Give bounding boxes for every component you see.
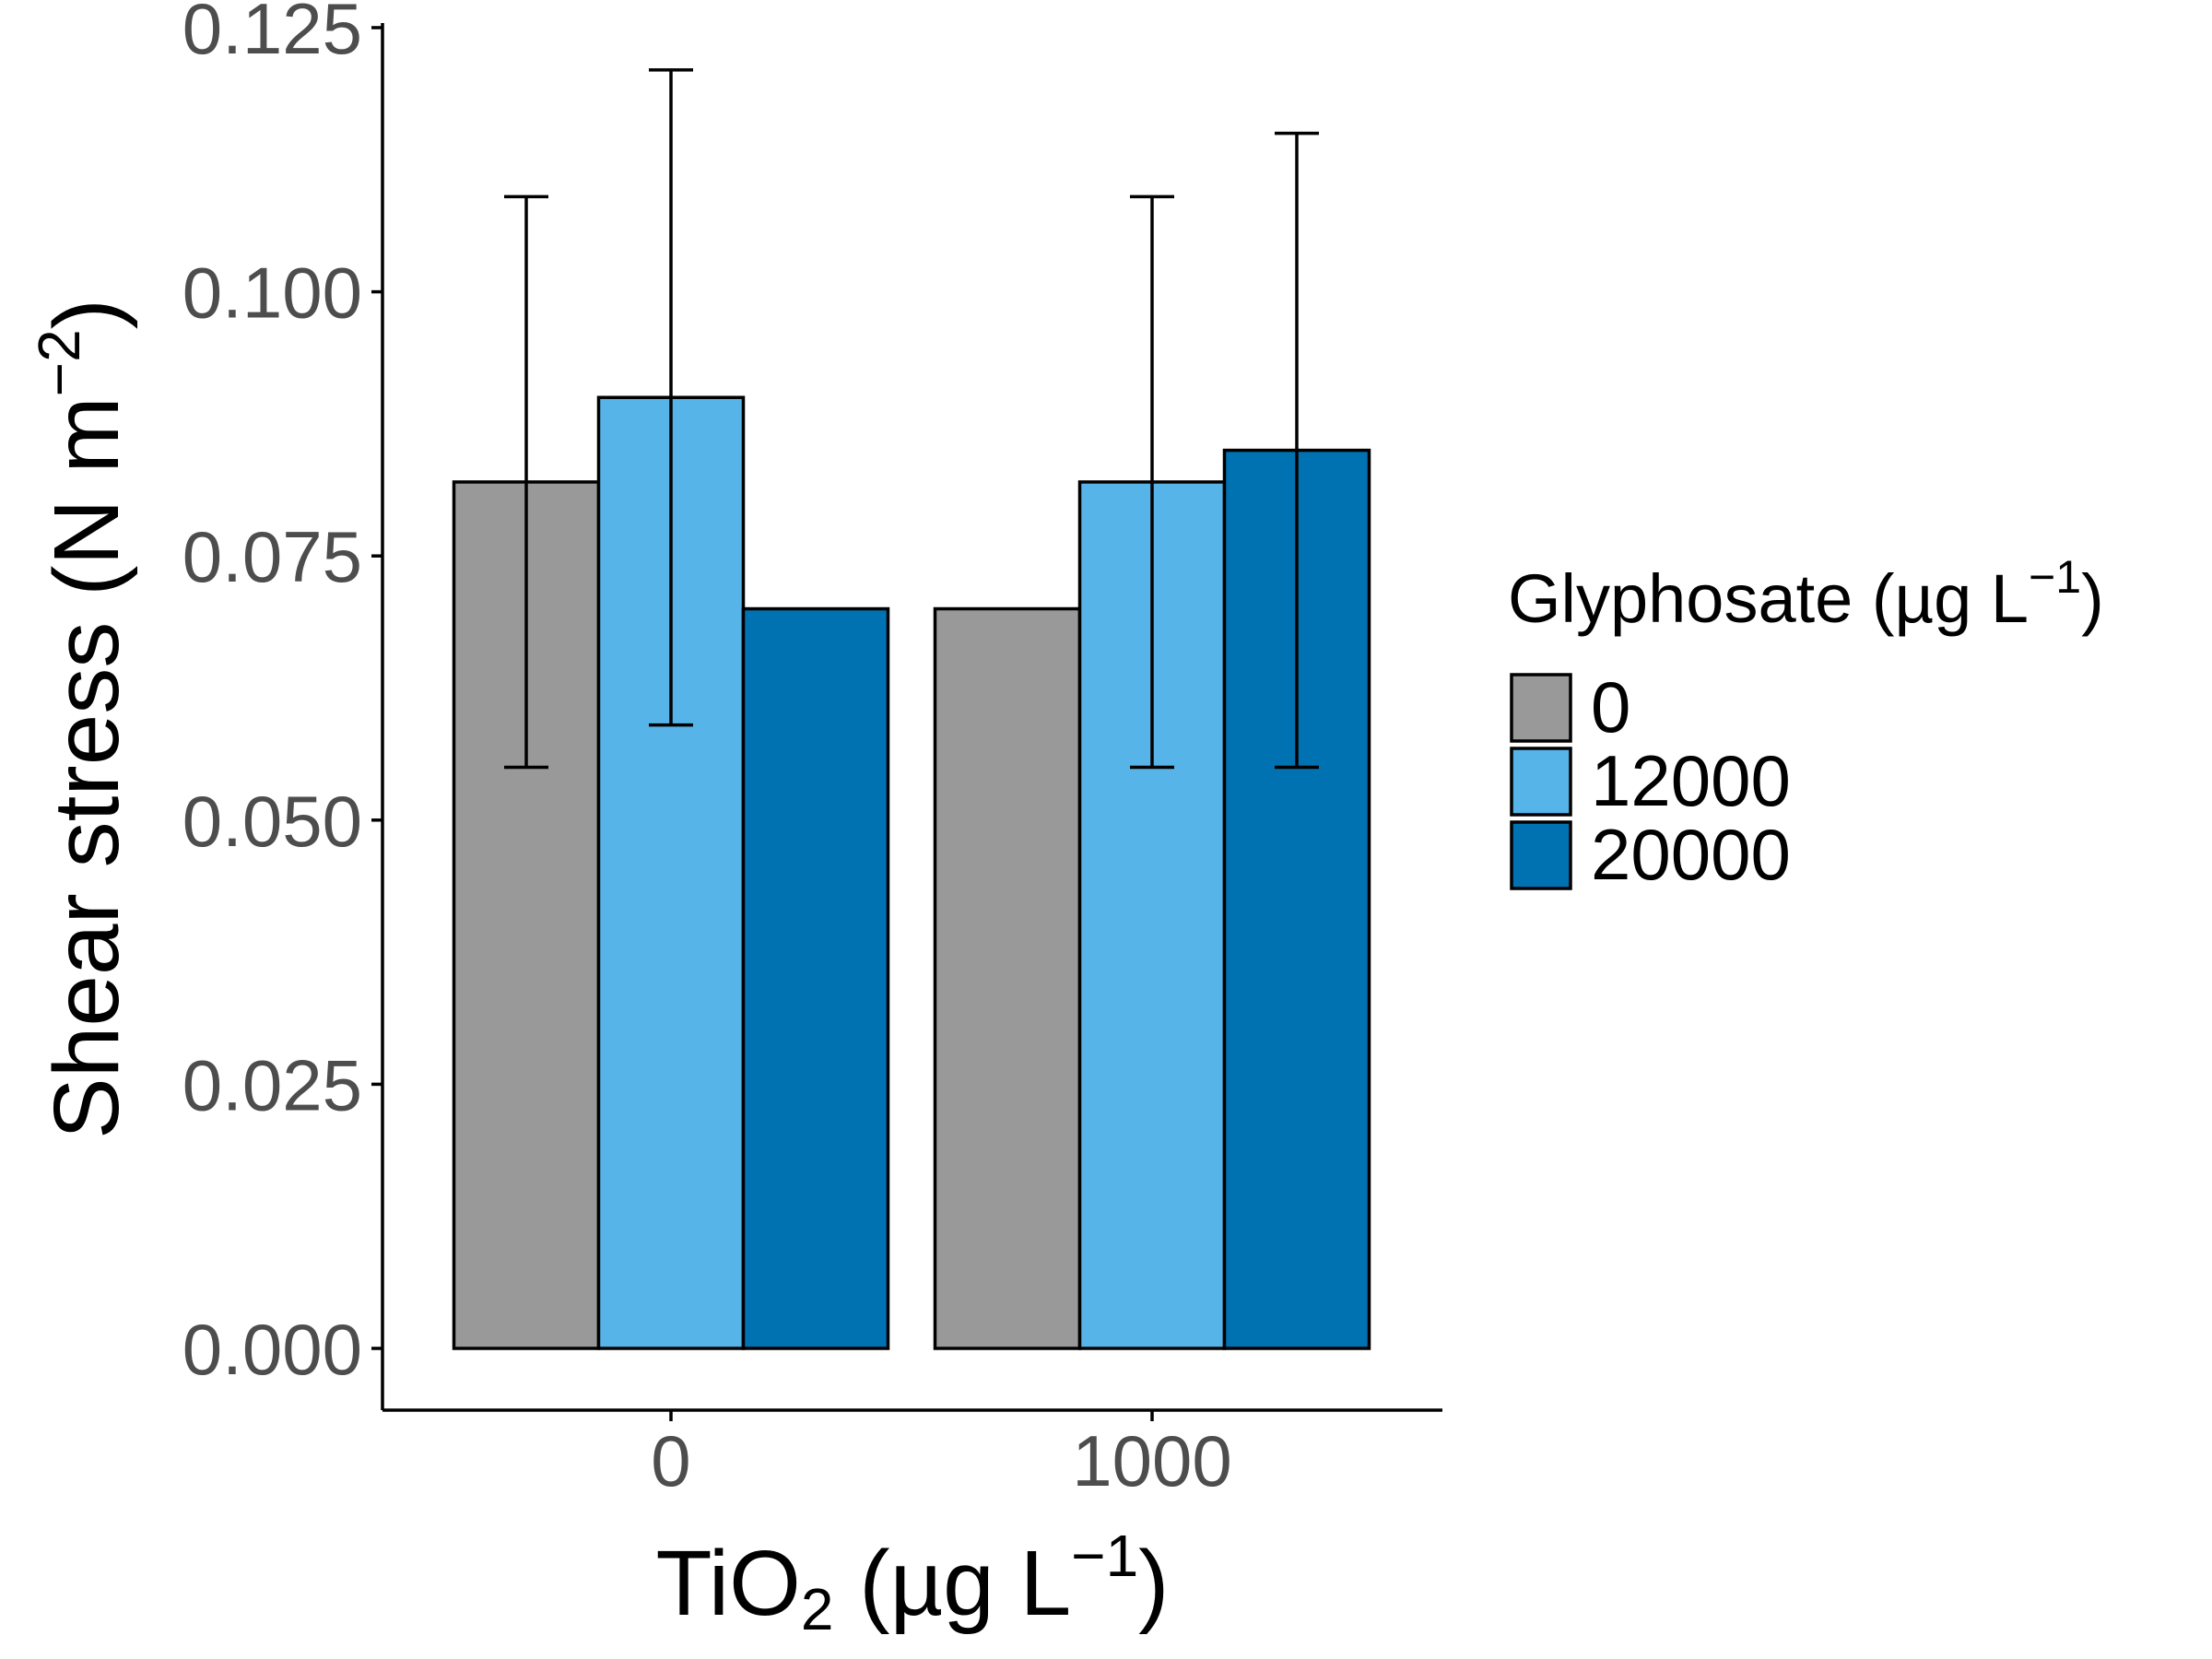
bar-0-1000 (933, 606, 1082, 1350)
y-tick-label: 0.075 (182, 516, 362, 597)
legend-label: 0 (1591, 666, 1630, 747)
legend-swatch (1510, 673, 1572, 743)
error-bar-0-0 (504, 194, 548, 770)
legend-title: Glyphosate (µg L−1) (1508, 551, 2104, 637)
legend-item-20000: 20000 (1510, 814, 1791, 895)
y-axis-title: Shear stress (N m−2) (26, 299, 138, 1139)
error-bar-12000-1000 (1130, 194, 1174, 770)
legend-label: 12000 (1591, 740, 1791, 821)
y-ticks: 0.000 0.025 0.050 0.075 0.100 0.125 (182, 0, 382, 1390)
bars-layer (452, 395, 1371, 1350)
bar-20000-0 (741, 606, 890, 1350)
legend-label: 20000 (1591, 814, 1791, 895)
error-bar-20000-1000 (1275, 131, 1319, 770)
x-tick-label: 1000 (1072, 1420, 1232, 1501)
x-tick-label: 0 (651, 1420, 690, 1501)
y-tick-label: 0.100 (182, 253, 362, 334)
y-tick-label: 0.025 (182, 1044, 362, 1125)
x-ticks: 0 1000 (651, 1410, 1232, 1501)
legend-swatch (1510, 747, 1572, 817)
legend-swatch (1510, 820, 1572, 890)
error-bar-12000-0 (649, 68, 693, 727)
axes-layer (381, 23, 1442, 1412)
legend-item-0: 0 (1510, 666, 1630, 747)
legend-item-12000: 12000 (1510, 740, 1791, 821)
x-axis-title: TiO2 (µg L−1) (656, 1523, 1170, 1642)
y-tick-label: 0.125 (182, 0, 362, 69)
y-tick-label: 0.050 (182, 781, 362, 862)
y-tick-label: 0.000 (182, 1309, 362, 1390)
error-bars-layer (504, 68, 1319, 770)
